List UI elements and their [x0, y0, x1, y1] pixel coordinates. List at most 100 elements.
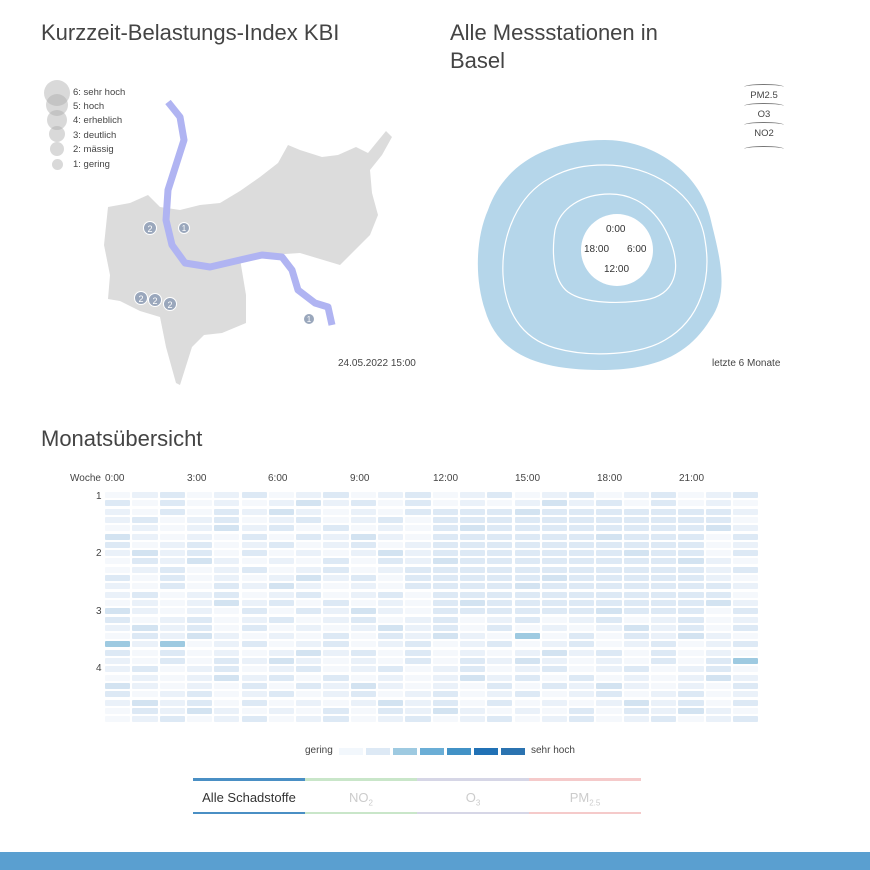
heatmap-cell[interactable] — [514, 641, 540, 648]
heatmap-cell[interactable] — [405, 591, 431, 598]
heatmap-cell[interactable] — [541, 550, 568, 557]
heatmap-cell[interactable] — [514, 658, 540, 664]
heatmap-cell[interactable] — [678, 591, 704, 598]
heatmap-cell[interactable] — [732, 641, 759, 648]
heatmap-cell[interactable] — [350, 624, 376, 631]
heatmap-cell[interactable] — [623, 492, 649, 498]
heatmap-cell[interactable] — [378, 508, 404, 515]
heatmap-cell[interactable] — [459, 516, 486, 523]
heatmap-cell[interactable] — [514, 608, 540, 615]
heatmap-cell[interactable] — [241, 699, 267, 706]
heatmap-cell[interactable] — [350, 691, 376, 698]
heatmap-cell[interactable] — [105, 633, 131, 640]
heatmap-cell[interactable] — [705, 649, 731, 656]
heatmap-cell[interactable] — [105, 699, 131, 706]
heatmap-cell[interactable] — [678, 707, 704, 714]
heatmap-cell[interactable] — [186, 508, 213, 515]
heatmap-cell[interactable] — [596, 508, 622, 515]
heatmap-cell[interactable] — [105, 649, 131, 656]
heatmap-cell[interactable] — [732, 525, 759, 532]
heatmap-cell[interactable] — [487, 541, 513, 548]
heatmap-cell[interactable] — [378, 541, 404, 548]
heatmap-cell[interactable] — [405, 699, 431, 706]
heatmap-cell[interactable] — [323, 641, 349, 648]
heatmap-cell[interactable] — [296, 575, 322, 581]
heatmap-cell[interactable] — [214, 583, 240, 590]
heatmap-cell[interactable] — [268, 533, 295, 540]
heatmap-cell[interactable] — [569, 682, 595, 689]
heatmap-cell[interactable] — [268, 707, 295, 714]
heatmap-cell[interactable] — [459, 583, 486, 590]
heatmap-cell[interactable] — [651, 533, 677, 540]
heatmap-cell[interactable] — [405, 674, 431, 681]
heatmap-cell[interactable] — [596, 699, 622, 706]
heatmap-cell[interactable] — [105, 624, 131, 631]
heatmap-cell[interactable] — [678, 508, 704, 515]
heatmap-cell[interactable] — [350, 666, 376, 673]
heatmap-cell[interactable] — [186, 550, 213, 557]
heatmap-cell[interactable] — [623, 541, 649, 548]
heatmap-cell[interactable] — [459, 608, 486, 615]
heatmap-cell[interactable] — [350, 682, 376, 689]
heatmap-cell[interactable] — [432, 492, 458, 498]
heatmap-cell[interactable] — [323, 658, 349, 664]
heatmap-cell[interactable] — [214, 666, 240, 673]
heatmap-cell[interactable] — [678, 616, 704, 623]
heatmap-cell[interactable] — [241, 649, 267, 656]
heatmap-cell[interactable] — [296, 624, 322, 631]
heatmap-cell[interactable] — [214, 566, 240, 573]
heatmap-cell[interactable] — [487, 682, 513, 689]
heatmap-cell[interactable] — [569, 599, 595, 606]
heatmap-cell[interactable] — [487, 641, 513, 648]
heatmap-cell[interactable] — [350, 716, 376, 723]
heatmap-cell[interactable] — [678, 541, 704, 548]
heatmap-cell[interactable] — [132, 624, 158, 631]
heatmap-cell[interactable] — [514, 575, 540, 581]
heatmap-cell[interactable] — [105, 525, 131, 532]
heatmap-cell[interactable] — [459, 558, 486, 565]
heatmap-cell[interactable] — [705, 566, 731, 573]
heatmap-cell[interactable] — [214, 500, 240, 507]
heatmap-cell[interactable] — [350, 583, 376, 590]
heatmap-cell[interactable] — [159, 616, 185, 623]
heatmap-cell[interactable] — [405, 533, 431, 540]
heatmap-cell[interactable] — [514, 566, 540, 573]
heatmap-cell[interactable] — [678, 691, 704, 698]
heatmap-cell[interactable] — [378, 658, 404, 664]
heatmap-cell[interactable] — [514, 533, 540, 540]
heatmap-cell[interactable] — [541, 533, 568, 540]
heatmap-cell[interactable] — [569, 566, 595, 573]
heatmap-cell[interactable] — [678, 716, 704, 723]
heatmap-cell[interactable] — [678, 633, 704, 640]
heatmap-cell[interactable] — [105, 558, 131, 565]
heatmap-cell[interactable] — [323, 682, 349, 689]
heatmap-cell[interactable] — [296, 583, 322, 590]
station-marker[interactable]: 2 — [134, 291, 148, 305]
heatmap-cell[interactable] — [596, 566, 622, 573]
radial-chart[interactable] — [470, 130, 730, 380]
heatmap-cell[interactable] — [596, 599, 622, 606]
heatmap-cell[interactable] — [105, 666, 131, 673]
heatmap-cell[interactable] — [623, 550, 649, 557]
heatmap-cell[interactable] — [241, 558, 267, 565]
heatmap-cell[interactable] — [623, 716, 649, 723]
heatmap-cell[interactable] — [241, 674, 267, 681]
heatmap-cell[interactable] — [651, 492, 677, 498]
heatmap-cell[interactable] — [323, 666, 349, 673]
heatmap-cell[interactable] — [241, 691, 267, 698]
heatmap-cell[interactable] — [378, 624, 404, 631]
heatmap-cell[interactable] — [432, 516, 458, 523]
heatmap-cell[interactable] — [350, 658, 376, 664]
heatmap-cell[interactable] — [596, 558, 622, 565]
heatmap-cell[interactable] — [186, 674, 213, 681]
heatmap-cell[interactable] — [350, 674, 376, 681]
heatmap-cell[interactable] — [569, 649, 595, 656]
heatmap-cell[interactable] — [268, 624, 295, 631]
heatmap-cell[interactable] — [596, 682, 622, 689]
heatmap-cell[interactable] — [378, 599, 404, 606]
heatmap-cell[interactable] — [459, 674, 486, 681]
heatmap-cell[interactable] — [296, 525, 322, 532]
heatmap-cell[interactable] — [214, 699, 240, 706]
heatmap-cell[interactable] — [105, 541, 131, 548]
heatmap-cell[interactable] — [705, 624, 731, 631]
